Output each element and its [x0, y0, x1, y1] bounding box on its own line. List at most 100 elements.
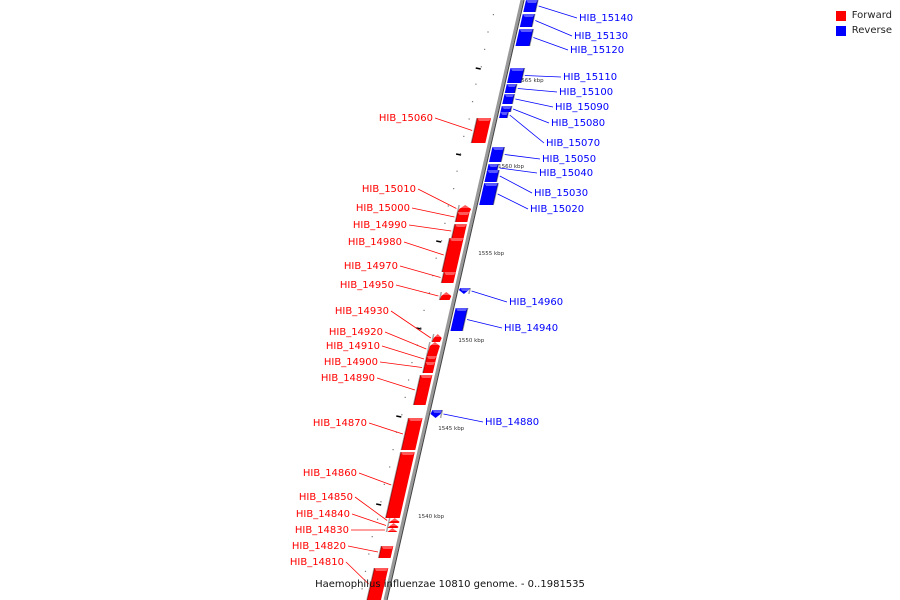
gene-label-text: HIB_14980: [348, 237, 402, 248]
gene-bevel: [510, 68, 525, 71]
gene-body: [385, 452, 415, 518]
gene-label: HIB_14810: [290, 557, 369, 585]
gene-label-text: HIB_14990: [353, 220, 407, 231]
gene-edge: [531, 13, 536, 28]
forward-gene: [385, 527, 398, 533]
gene-layer: [366, 0, 539, 600]
reverse-gene: [499, 111, 510, 119]
gene-label: HIB_14830: [295, 525, 385, 536]
minor-tick: [484, 48, 486, 50]
gene-edge: [456, 204, 460, 213]
gene-body: [439, 292, 452, 300]
gene-body: [422, 362, 436, 373]
forward-gene: [450, 223, 467, 239]
gene-edge: [520, 67, 526, 84]
minor-tick: [423, 309, 425, 311]
leader-line: [368, 422, 404, 435]
minor-tick: [420, 327, 422, 329]
gene-label: HIB_14930: [335, 306, 432, 339]
gene-bevel: [400, 452, 415, 455]
gene-edge: [528, 28, 535, 47]
minor-tick: [459, 153, 462, 155]
gene-label-text: HIB_15050: [542, 154, 596, 165]
minor-tick: [361, 588, 363, 590]
minor-tick: [401, 414, 403, 416]
leader-line: [384, 331, 427, 350]
tick-mark: [475, 67, 481, 70]
forward-gene: [386, 522, 399, 529]
gene-bevel: [477, 118, 492, 121]
minor-tick: [435, 257, 437, 259]
gene-edge: [468, 287, 471, 295]
gene-label: HIB_15030: [499, 175, 588, 199]
minor-tick: [389, 466, 391, 468]
gene-label-text: HIB_15120: [570, 45, 624, 56]
gene-bevel: [454, 224, 467, 227]
gene-body: [489, 147, 505, 162]
gene-edge: [454, 211, 459, 223]
forward-gene: [366, 567, 389, 600]
gene-label: HIB_14950: [340, 280, 439, 297]
forward-gene: [470, 117, 492, 144]
gene-label-text: HIB_15010: [362, 184, 416, 195]
gene-label-text: HIB_15110: [563, 72, 617, 83]
forward-gene: [456, 204, 472, 213]
leader-line: [354, 496, 388, 521]
gene-body: [455, 212, 470, 222]
legend-reverse-label: Reverse: [851, 25, 892, 36]
minor-tick: [383, 483, 385, 485]
forward-gene: [387, 517, 400, 524]
gene-label: HIB_14880: [443, 413, 539, 428]
gene-edge: [384, 451, 402, 519]
minor-tick: [368, 553, 370, 555]
gene-body: [500, 106, 512, 112]
gene-body: [425, 356, 437, 362]
gene-label: HIB_14900: [324, 357, 423, 368]
leader-line: [358, 472, 392, 486]
minor-tick: [453, 188, 455, 190]
gene-edge: [387, 517, 391, 524]
gene-label-text: HIB_14860: [303, 468, 357, 479]
gene-edge: [386, 522, 390, 529]
gene-edge: [366, 567, 376, 600]
gene-label: HIB_15140: [538, 5, 633, 24]
leader-line: [524, 75, 562, 78]
gene-label-text: HIB_15080: [551, 118, 605, 129]
gene-label: HIB_14960: [471, 290, 563, 308]
leader-line: [417, 188, 457, 209]
leader-line: [471, 290, 508, 303]
minor-tick: [463, 135, 465, 137]
gene-body: [504, 84, 517, 93]
legend-forward-label: Forward: [851, 10, 892, 21]
gene-label-text: HIB_15040: [539, 168, 593, 179]
minor-tick: [407, 379, 410, 381]
gene-bevel: [420, 375, 433, 378]
reverse-gene: [504, 83, 518, 94]
gene-edge: [385, 527, 389, 533]
leader-line: [379, 361, 423, 368]
gene-label: HIB_15000: [356, 203, 455, 218]
reverse-gene: [450, 307, 469, 332]
gene-bevel: [484, 183, 499, 186]
leader-line: [395, 284, 439, 297]
gene-bevel: [387, 528, 398, 531]
reverse-gene: [500, 105, 513, 113]
forward-gene: [424, 355, 437, 363]
backbone-line: [383, 0, 524, 600]
leader-line: [499, 167, 538, 174]
gene-label-text: HIB_15000: [356, 203, 410, 214]
genome-title: Haemophilus influenzae 10810 genome. - 0…: [315, 579, 585, 590]
gene-label: HIB_14990: [353, 220, 452, 232]
gene-label: HIB_14940: [466, 319, 558, 334]
gene-label-text: HIB_14870: [313, 418, 367, 429]
minor-tick: [392, 449, 394, 451]
minor-tick: [444, 222, 446, 224]
leader-line: [517, 88, 558, 93]
gene-bevel: [460, 288, 471, 291]
gene-label: HIB_15020: [497, 193, 584, 215]
gene-label-text: HIB_14910: [326, 341, 380, 352]
gene-edge: [514, 83, 518, 94]
gene-bevel: [487, 170, 500, 173]
gene-label: HIB_15060: [379, 113, 473, 131]
leader-line: [408, 224, 452, 232]
